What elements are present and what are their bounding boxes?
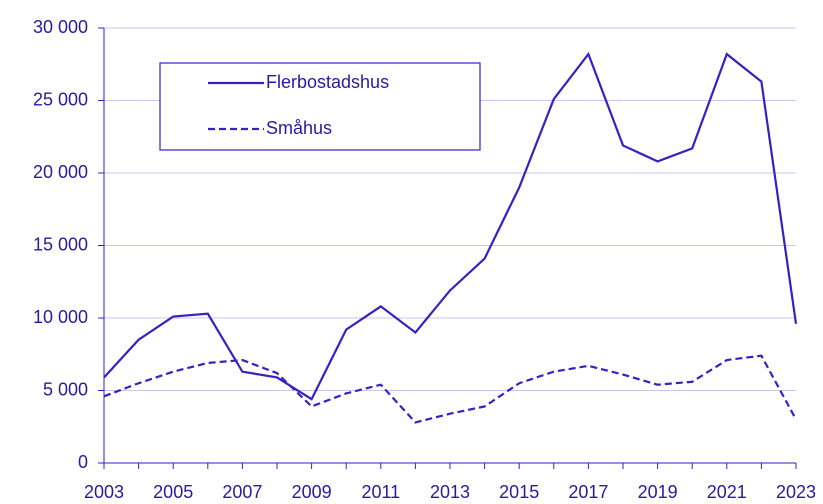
x-tick-label: 2003 bbox=[84, 482, 124, 502]
x-tick-label: 2007 bbox=[222, 482, 262, 502]
line-series bbox=[103, 51, 798, 401]
x-tick-label: 2023 bbox=[776, 482, 816, 502]
x-tick-label: 2013 bbox=[430, 482, 470, 502]
y-tick-label: 10 000 bbox=[33, 307, 88, 327]
legend-box bbox=[159, 62, 481, 151]
y-tick-label: 20 000 bbox=[33, 162, 88, 182]
x-tick-label: 2017 bbox=[568, 482, 608, 502]
line-series bbox=[103, 354, 797, 424]
y-tick-label: 25 000 bbox=[33, 89, 88, 109]
y-tick-label: 30 000 bbox=[33, 17, 88, 37]
x-tick-label: 2015 bbox=[499, 482, 539, 502]
x-tick-label: 2019 bbox=[638, 482, 678, 502]
x-tick-label: 2011 bbox=[361, 482, 400, 502]
y-tick-label: 0 bbox=[78, 452, 88, 472]
legend-label: Småhus bbox=[266, 118, 332, 138]
x-tick-label: 2009 bbox=[292, 482, 332, 502]
x-tick-label: 2021 bbox=[707, 482, 747, 502]
y-tick-label: 15 000 bbox=[33, 234, 88, 254]
x-tick-label: 2005 bbox=[153, 482, 193, 502]
y-tick-label: 5 000 bbox=[43, 379, 88, 399]
legend-label: Flerbostadshus bbox=[266, 72, 389, 92]
